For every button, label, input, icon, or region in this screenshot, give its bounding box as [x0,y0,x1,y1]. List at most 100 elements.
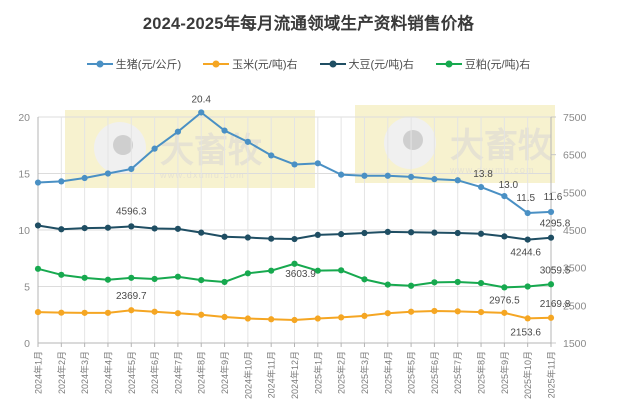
series-point[interactable] [407,282,415,289]
series-point[interactable] [151,275,158,283]
series-point[interactable] [34,222,42,229]
series-point[interactable] [221,278,228,286]
series-point[interactable] [407,173,415,180]
series-point[interactable] [454,308,461,315]
series-point[interactable] [407,308,415,315]
series-point[interactable] [174,225,182,232]
series-point[interactable] [58,226,65,233]
series-point[interactable] [501,233,508,240]
series-point[interactable] [58,178,65,185]
series-point[interactable] [338,314,345,321]
series-point[interactable] [151,145,158,152]
series-point[interactable] [244,138,251,145]
legend-item-pig[interactable]: 生猪(元/公斤) [86,56,181,72]
series-point[interactable] [314,231,321,238]
series-point[interactable] [477,183,485,191]
series-point[interactable] [407,229,415,236]
series-point[interactable] [547,281,555,288]
series-point[interactable] [34,265,42,272]
series-point[interactable] [174,128,182,135]
series-point[interactable] [431,279,438,286]
series-point[interactable] [524,283,531,290]
series-point[interactable] [244,234,251,241]
series-point[interactable] [128,223,135,230]
series-point[interactable] [104,224,112,231]
series-point[interactable] [314,160,321,167]
series-point[interactable] [58,309,65,316]
series-point[interactable] [221,233,228,240]
series-point[interactable] [361,229,368,237]
series-point[interactable] [477,230,485,237]
series-point[interactable] [477,309,485,316]
series-point[interactable] [501,284,508,291]
series-point[interactable] [268,235,275,242]
series-point[interactable] [128,165,135,173]
series-point[interactable] [291,161,298,168]
series-point[interactable] [174,310,182,317]
legend-item-soymeal[interactable]: 豆粕(元/吨)右 [435,56,530,72]
series-point[interactable] [524,315,531,322]
series-point[interactable] [547,208,555,216]
series-point[interactable] [198,311,205,318]
series-point[interactable] [221,313,228,321]
series-point[interactable] [128,274,135,281]
series-point[interactable] [291,235,298,243]
series-point[interactable] [268,267,275,274]
series-point[interactable] [81,174,88,182]
series-point[interactable] [58,271,65,278]
series-point[interactable] [104,309,112,316]
y-axis-right-tick-label: 1500 [563,338,587,350]
series-point[interactable] [454,177,461,184]
series-point[interactable] [477,280,485,287]
series-point[interactable] [501,193,508,200]
series-point[interactable] [81,225,88,232]
series-point[interactable] [268,152,275,159]
series-point[interactable] [338,231,345,238]
series-point[interactable] [454,229,461,237]
series-point[interactable] [268,316,275,323]
data-point-label: 13.8 [473,169,493,180]
series-point[interactable] [384,310,391,317]
series-point[interactable] [314,267,321,274]
series-point[interactable] [524,236,531,243]
series-point[interactable] [431,307,438,315]
series-point[interactable] [501,309,508,316]
series-point[interactable] [361,276,368,283]
series-point[interactable] [151,225,158,232]
series-point[interactable] [384,281,391,288]
series-point[interactable] [291,260,298,267]
legend-item-soybean[interactable]: 大豆(元/吨)右 [319,56,414,72]
series-point[interactable] [34,309,42,316]
series-point[interactable] [338,171,345,178]
series-point[interactable] [314,315,321,322]
series-point[interactable] [81,274,88,281]
series-point[interactable] [384,172,391,179]
series-point[interactable] [291,316,298,324]
series-point[interactable] [454,278,461,286]
series-point[interactable] [524,209,531,217]
series-point[interactable] [198,276,205,284]
series-point[interactable] [338,267,345,274]
series-point[interactable] [174,273,182,280]
series-point[interactable] [128,307,135,314]
series-point[interactable] [547,314,555,321]
series-point[interactable] [547,234,555,241]
series-point[interactable] [431,176,438,183]
series-point[interactable] [81,309,88,316]
series-point[interactable] [104,276,112,283]
series-point[interactable] [104,170,112,177]
series-point[interactable] [221,127,228,134]
legend-item-corn[interactable]: 玉米(元/吨)右 [203,56,298,72]
series-point[interactable] [34,179,42,186]
series-point[interactable] [198,109,205,116]
legend-label-soybean: 大豆(元/吨)右 [348,59,414,71]
series-point[interactable] [361,312,368,319]
series-point[interactable] [244,315,251,322]
series-point[interactable] [198,229,205,236]
series-point[interactable] [431,229,438,236]
series-point[interactable] [361,172,368,179]
series-point[interactable] [384,228,391,235]
series-point[interactable] [244,270,251,277]
series-point[interactable] [151,308,158,315]
